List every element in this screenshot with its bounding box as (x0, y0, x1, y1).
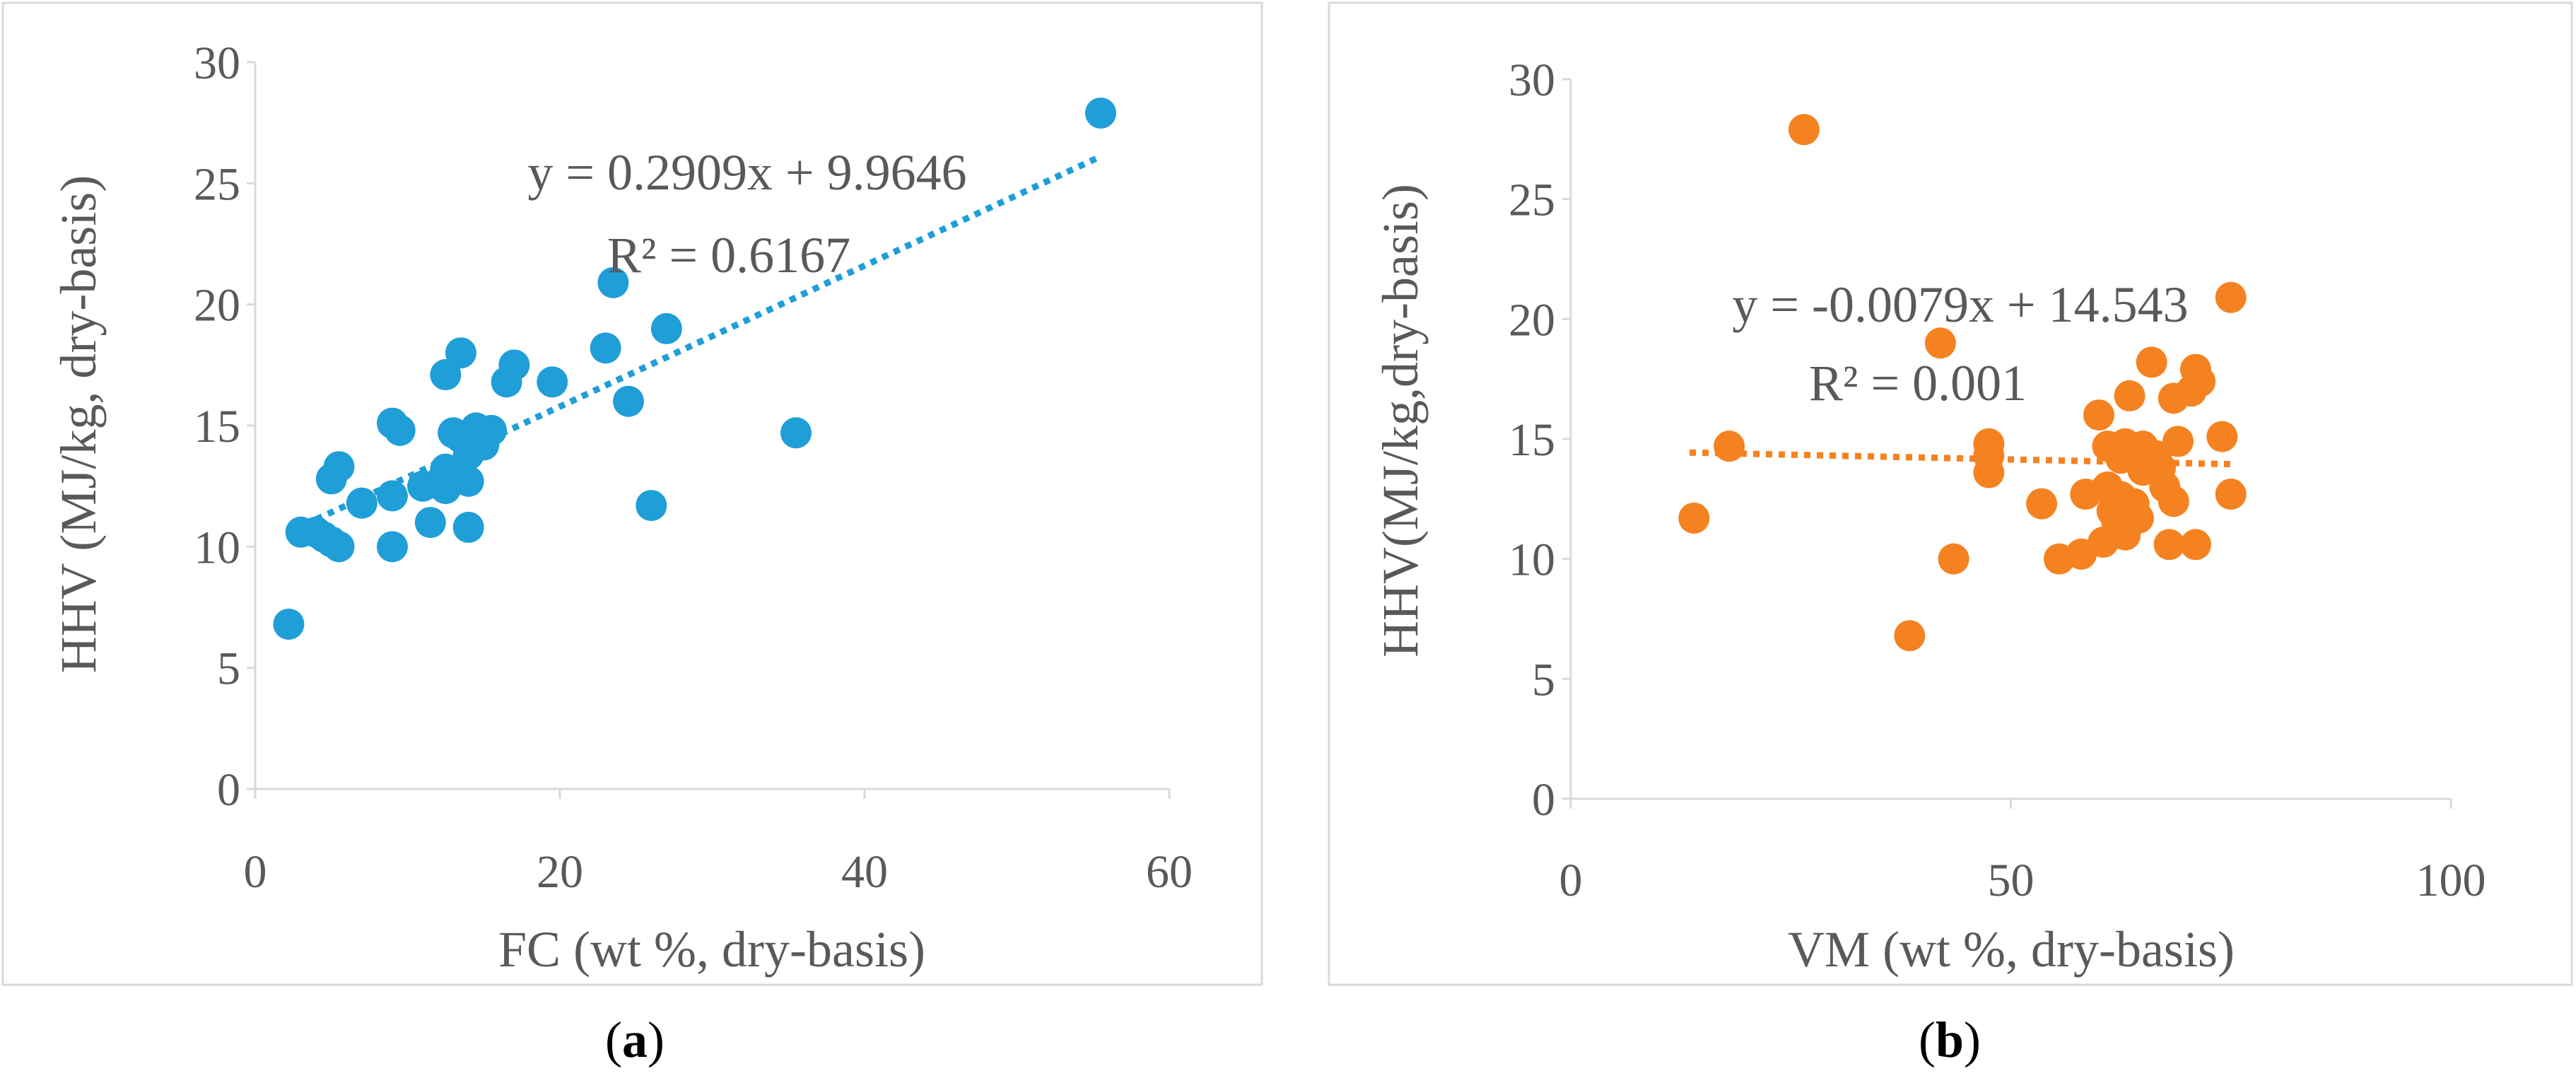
panel-b-data-point (2215, 281, 2247, 313)
panel-b-data-point (2026, 488, 2058, 520)
panel-a-caption: (a) (605, 1012, 665, 1068)
panel-a-y-tick-label: 25 (194, 158, 240, 210)
panel-a-data-point (452, 511, 484, 543)
panel-a-y-tick-label: 10 (194, 522, 240, 573)
panel-b-x-tick-label: 100 (2416, 855, 2486, 906)
panel-b-y-tick-label: 25 (1509, 175, 1555, 226)
panel-b-y-tick-label: 5 (1532, 654, 1555, 706)
panel-b-data-point (1678, 502, 1710, 534)
panel-a-data-point (537, 366, 568, 398)
panel-a-x-tick-label: 20 (537, 846, 583, 898)
panel-a-points (273, 97, 1117, 640)
panel-b-x-tick-label: 0 (1559, 855, 1583, 906)
panel-b-y-tick-label: 0 (1532, 774, 1555, 826)
panel-a-y-tick-label: 0 (217, 764, 240, 816)
panel-a-x-tick-label: 60 (1146, 846, 1193, 898)
panel-a-y-ticks: 0 5 10 15 20 25 30 (194, 37, 257, 816)
panel-b-y-tick-label: 10 (1509, 534, 1555, 586)
panel-a-data-point (590, 332, 621, 364)
panel-b-data-point (1714, 431, 1745, 462)
panel-a-y-tick-label: 5 (217, 643, 240, 695)
panel-b-frame (1328, 1, 2573, 986)
panel-a-x-tick-label: 0 (244, 846, 267, 898)
panel-a-x-tick-label: 40 (841, 846, 888, 898)
panel-a-x-ticks: 0 20 40 60 (244, 789, 1193, 898)
panel-b-x-ticks: 0 50 100 (1559, 799, 2486, 906)
panel-b-r-squared: R² = 0.001 (1809, 355, 2027, 411)
panel-b-y-axis-title: HHV(MJ/kg,dry-basis) (1372, 184, 1429, 657)
panel-a-data-point (323, 451, 355, 483)
panel-a-data-point (452, 465, 484, 497)
panel-b-trendline (1689, 449, 2236, 468)
panel-b-y-tick-label: 20 (1509, 294, 1555, 346)
panel-a-data-point (636, 490, 667, 522)
panel-a: 0 5 10 15 20 25 30 0 20 40 60 HHV (MJ/kg, dry-bas… (1, 1, 1263, 986)
panel-b-data-point (1924, 327, 1956, 359)
panel-a-data-point (476, 414, 508, 446)
panel-b-data-point (2083, 399, 2114, 431)
panel-a-data-point (780, 417, 812, 449)
panel-a-equation: y = 0.2909x + 9.9646 (527, 144, 966, 201)
panel-b: 0 5 10 15 20 25 30 0 50 100 HHV(MJ/kg,dry-basis)… (1328, 1, 2573, 986)
panel-b-equation: y = -0.0079x + 14.543 (1732, 276, 2188, 333)
panel-a-frame (1, 1, 1263, 986)
panel-a-data-point (414, 507, 446, 539)
panel-a-data-point (376, 531, 408, 563)
panel-a-y-tick-label: 20 (194, 280, 240, 332)
panel-b-y-ticks: 0 5 10 15 20 25 30 (1509, 54, 1572, 826)
panel-b-data-point (1894, 620, 1926, 652)
panel-a-y-tick-label: 15 (194, 401, 240, 452)
panel-a-data-point (498, 349, 530, 381)
panel-b-x-axis-title: VM (wt %, dry-basis) (1788, 921, 2235, 978)
panel-b-data-point (2136, 346, 2167, 378)
panel-a-r-squared: R² = 0.6167 (607, 227, 850, 283)
panel-b-data-point (1788, 114, 1820, 146)
panel-b-data-point (2158, 486, 2189, 517)
panel-b-data-point (1938, 543, 1969, 575)
panel-a-y-tick-label: 30 (194, 37, 240, 89)
panel-a-data-point (612, 385, 644, 417)
panel-b-data-point (2179, 529, 2211, 561)
panel-b-data-point (2123, 502, 2155, 534)
panel-a-data-point (273, 608, 305, 640)
panel-b-data-point (2162, 426, 2194, 457)
panel-a-data-point (445, 337, 476, 369)
panel-a-data-point (384, 414, 416, 446)
panel-b-x-tick-label: 50 (1988, 855, 2035, 906)
panel-a-data-point (323, 531, 355, 563)
panel-a-data-point (430, 359, 462, 391)
panel-a-trendline (291, 153, 1102, 533)
panel-b-points (1678, 114, 2247, 652)
panel-b-data-point (2215, 479, 2247, 510)
panel-b-data-point (1973, 457, 2005, 488)
panel-b-data-point (2153, 529, 2185, 561)
panel-a-data-point (597, 267, 629, 298)
panel-a-y-axis-title: HHV (MJ/kg, dry-basis) (50, 175, 107, 674)
panel-b-y-tick-label: 15 (1509, 414, 1555, 466)
panel-b-y-tick-label: 30 (1509, 54, 1555, 106)
panel-a-data-point (346, 487, 377, 519)
panel-b-data-point (2114, 380, 2145, 411)
panel-b-data-point (2184, 365, 2216, 397)
panel-a-data-point (376, 480, 408, 512)
panel-a-data-point (650, 312, 682, 344)
panel-a-data-point (1085, 97, 1117, 129)
panel-b-data-point (2206, 421, 2238, 452)
panel-a-x-axis-title: FC (wt %, dry-basis) (498, 921, 925, 978)
panel-b-caption: (b) (1919, 1012, 1981, 1068)
